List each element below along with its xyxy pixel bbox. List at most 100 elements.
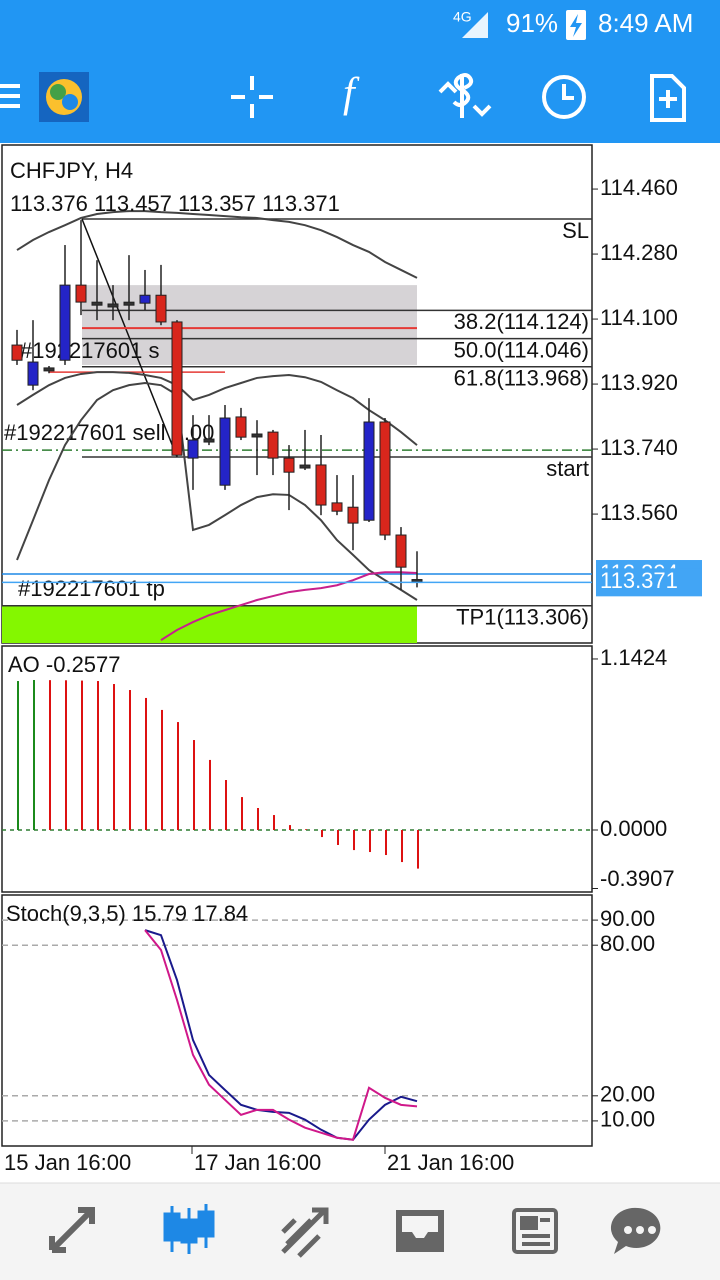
- candle-body: [171, 321, 183, 456]
- y-tick-label: 20.00: [600, 1082, 655, 1107]
- ao-bar: [81, 680, 83, 831]
- candle-body: [363, 421, 375, 521]
- candle-body: [299, 464, 311, 469]
- order-label: #192217601 s: [20, 338, 159, 363]
- level-label: TP1(113.306): [456, 605, 589, 630]
- ao-bar: [225, 780, 227, 831]
- y-tick-label: 1.1424: [600, 645, 667, 670]
- candle-body: [283, 457, 295, 473]
- ao-bar: [145, 697, 147, 831]
- candle-body: [315, 464, 327, 506]
- ao-bar: [129, 690, 131, 831]
- ao-bar: [97, 681, 99, 831]
- level-label: 38.2(114.124): [454, 309, 589, 334]
- y-tick-label: 0.0000: [600, 816, 667, 841]
- stoch-line: [144, 929, 418, 1141]
- ao-bar: [241, 797, 243, 831]
- level-label: start: [546, 456, 589, 481]
- y-tick-label: 113.560: [600, 500, 678, 525]
- ao-bar: [321, 830, 323, 838]
- candle-body: [107, 303, 119, 308]
- battery-text: 91%: [506, 8, 558, 38]
- ao-bar: [33, 679, 35, 831]
- chat-tab[interactable]: [610, 1207, 661, 1254]
- ao-bar: [353, 830, 355, 851]
- candle-body: [219, 417, 231, 486]
- ao-bar: [305, 829, 307, 831]
- trade-tab[interactable]: [281, 1207, 329, 1258]
- candle-body: [267, 431, 279, 459]
- candle-body: [251, 433, 263, 438]
- y-tick-label: 114.460: [600, 175, 678, 200]
- candle-body: [75, 284, 87, 303]
- network: 4G: [453, 9, 472, 25]
- y-tick-label: 113.920: [600, 370, 678, 395]
- ao-bar: [369, 830, 371, 853]
- fib-zone: [82, 285, 417, 365]
- ao-bar: [113, 684, 115, 831]
- price-box-label: 113.371: [600, 568, 678, 593]
- level-label: 50.0(114.046): [454, 337, 589, 362]
- y-tick-label: 113.740: [600, 435, 678, 460]
- candle-body: [331, 502, 343, 512]
- app-logo[interactable]: [39, 72, 89, 122]
- trade-button[interactable]: [438, 73, 492, 118]
- candle-body: [379, 421, 391, 536]
- x-tick-label: 17 Jan 16:00: [194, 1150, 321, 1175]
- y-tick-label: -0.3907: [600, 866, 675, 891]
- indicator-line: [160, 571, 418, 641]
- battery-bolt: [570, 14, 582, 37]
- candle-body: [123, 301, 135, 306]
- indicator-line: [16, 381, 418, 601]
- tp-zone: [2, 605, 417, 643]
- x-tick-label: 21 Jan 16:00: [387, 1150, 514, 1175]
- level-label: 61.8(113.968): [454, 366, 589, 391]
- ao-bar: [209, 759, 211, 831]
- indicator-line: [16, 371, 418, 446]
- indicator-title: Stoch(9,3,5) 15.79 17.84: [6, 901, 248, 926]
- ao-bar: [161, 709, 163, 831]
- order-label: #192217601 tp: [18, 576, 165, 601]
- ao-bar: [65, 680, 67, 831]
- clock: 8:49 AM: [598, 8, 693, 38]
- candle-body: [155, 294, 167, 323]
- candle-body: [203, 438, 215, 443]
- level-label: SL: [562, 218, 589, 243]
- y-tick-label: 80.00: [600, 931, 655, 956]
- menu-button[interactable]: [0, 84, 20, 108]
- ao-bar: [49, 680, 51, 831]
- news-tab[interactable]: [512, 1208, 558, 1254]
- price-box: [596, 568, 702, 597]
- ao-bar: [289, 825, 291, 831]
- y-tick-label: 10.00: [600, 1107, 655, 1132]
- indicator-title: AO -0.2577: [8, 652, 121, 677]
- chart-tab[interactable]: [163, 1204, 215, 1254]
- candle-body: [91, 301, 103, 306]
- quotes-tab[interactable]: [49, 1207, 95, 1253]
- candle-body: [59, 284, 71, 361]
- ao-bar: [17, 681, 19, 831]
- ao-panel: [1, 645, 593, 893]
- chart-title: CHFJPY, H4: [10, 158, 133, 183]
- fib-anchor: [81, 218, 178, 458]
- candle-body: [27, 361, 39, 386]
- new-order-button[interactable]: [650, 74, 686, 122]
- ao-bar: [337, 830, 339, 845]
- candle-body: [139, 294, 151, 304]
- candle-body: [235, 416, 247, 438]
- ao-bar: [257, 808, 259, 831]
- candle-body: [187, 439, 199, 459]
- crosshair-button[interactable]: [231, 76, 273, 118]
- ao-bar: [385, 830, 387, 856]
- ao-bar: [273, 815, 275, 831]
- ao-bar: [417, 830, 419, 869]
- history-tab[interactable]: [396, 1210, 444, 1252]
- history-button[interactable]: [542, 75, 586, 119]
- ao-bar: [193, 740, 195, 831]
- candle-body: [43, 367, 55, 372]
- y-tick-label: 114.100: [600, 305, 678, 330]
- candle-body: [395, 534, 407, 568]
- signal-icon: [462, 12, 488, 38]
